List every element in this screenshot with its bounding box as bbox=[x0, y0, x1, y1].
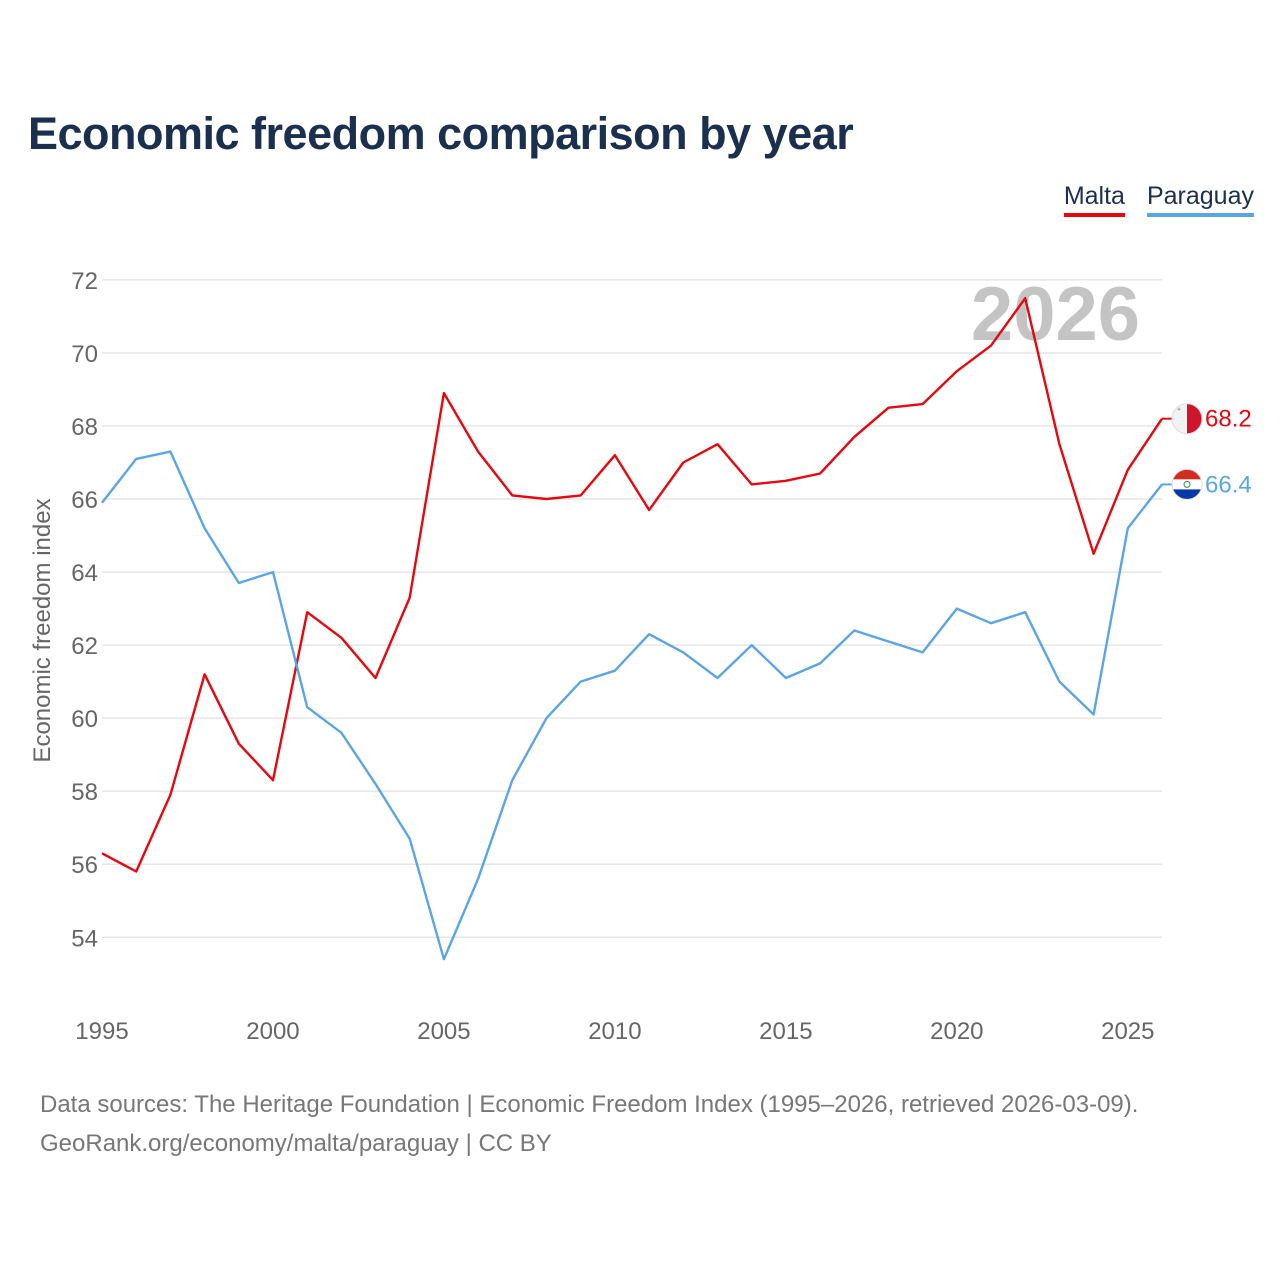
y-tick-label: 72 bbox=[71, 268, 98, 295]
legend-item-paraguay[interactable]: Paraguay bbox=[1146, 182, 1254, 217]
year-watermark: 2026 bbox=[971, 272, 1140, 357]
y-axis-label-layer: Economic freedom index bbox=[29, 498, 56, 762]
series-line-paraguay bbox=[101, 450, 1163, 961]
x-tick-label: 2015 bbox=[759, 1018, 812, 1045]
x-tick-label: 2020 bbox=[930, 1018, 983, 1045]
chart-footer: Data sources: The Heritage Foundation | … bbox=[40, 1085, 1138, 1163]
series-line-malta bbox=[101, 297, 1163, 873]
y-tick-label: 60 bbox=[71, 706, 98, 733]
y-axis-ticks: 54 56 58 60 62 64 66 68 70 72 bbox=[71, 268, 98, 952]
y-tick-label: 66 bbox=[71, 487, 98, 514]
y-tick-label: 54 bbox=[71, 925, 98, 952]
data-sources-text: Data sources: The Heritage Foundation | … bbox=[40, 1091, 1139, 1118]
credit-link[interactable]: GeoRank.org/economy/malta/paraguay | CC … bbox=[40, 1130, 552, 1157]
end-value-label-paraguay: 66.4 bbox=[1205, 471, 1252, 498]
chart-title: Economic freedom comparison by year bbox=[28, 108, 854, 159]
series-lines bbox=[101, 297, 1163, 961]
y-tick-label: 70 bbox=[71, 341, 98, 368]
x-tick-label: 2025 bbox=[1101, 1018, 1154, 1045]
legend-item-malta[interactable]: Malta bbox=[1063, 182, 1125, 217]
flag-malta-icon bbox=[1171, 403, 1203, 435]
chart-legend: Malta Paraguay bbox=[1063, 182, 1254, 217]
end-value-label-malta: 68.2 bbox=[1205, 406, 1252, 433]
y-tick-label: 68 bbox=[71, 414, 98, 441]
y-tick-label: 62 bbox=[71, 633, 98, 660]
y-tick-label: 64 bbox=[71, 560, 98, 587]
x-tick-label: 2010 bbox=[588, 1018, 641, 1045]
y-axis-label: Economic freedom index bbox=[29, 498, 56, 762]
y-tick-label: 56 bbox=[71, 852, 98, 879]
x-tick-label: 1995 bbox=[75, 1018, 128, 1045]
year-watermark-layer: 2026 bbox=[971, 272, 1140, 357]
grid-lines bbox=[102, 279, 1162, 939]
flag-paraguay-icon bbox=[1171, 468, 1203, 500]
end-markers: 68.2 66.4 bbox=[1162, 403, 1252, 500]
y-tick-label: 58 bbox=[71, 779, 98, 806]
x-tick-label: 2000 bbox=[246, 1018, 299, 1045]
x-tick-label: 2005 bbox=[417, 1018, 470, 1045]
x-axis-ticks: 1995 2000 2005 2010 2015 2020 2025 bbox=[75, 1018, 1154, 1045]
